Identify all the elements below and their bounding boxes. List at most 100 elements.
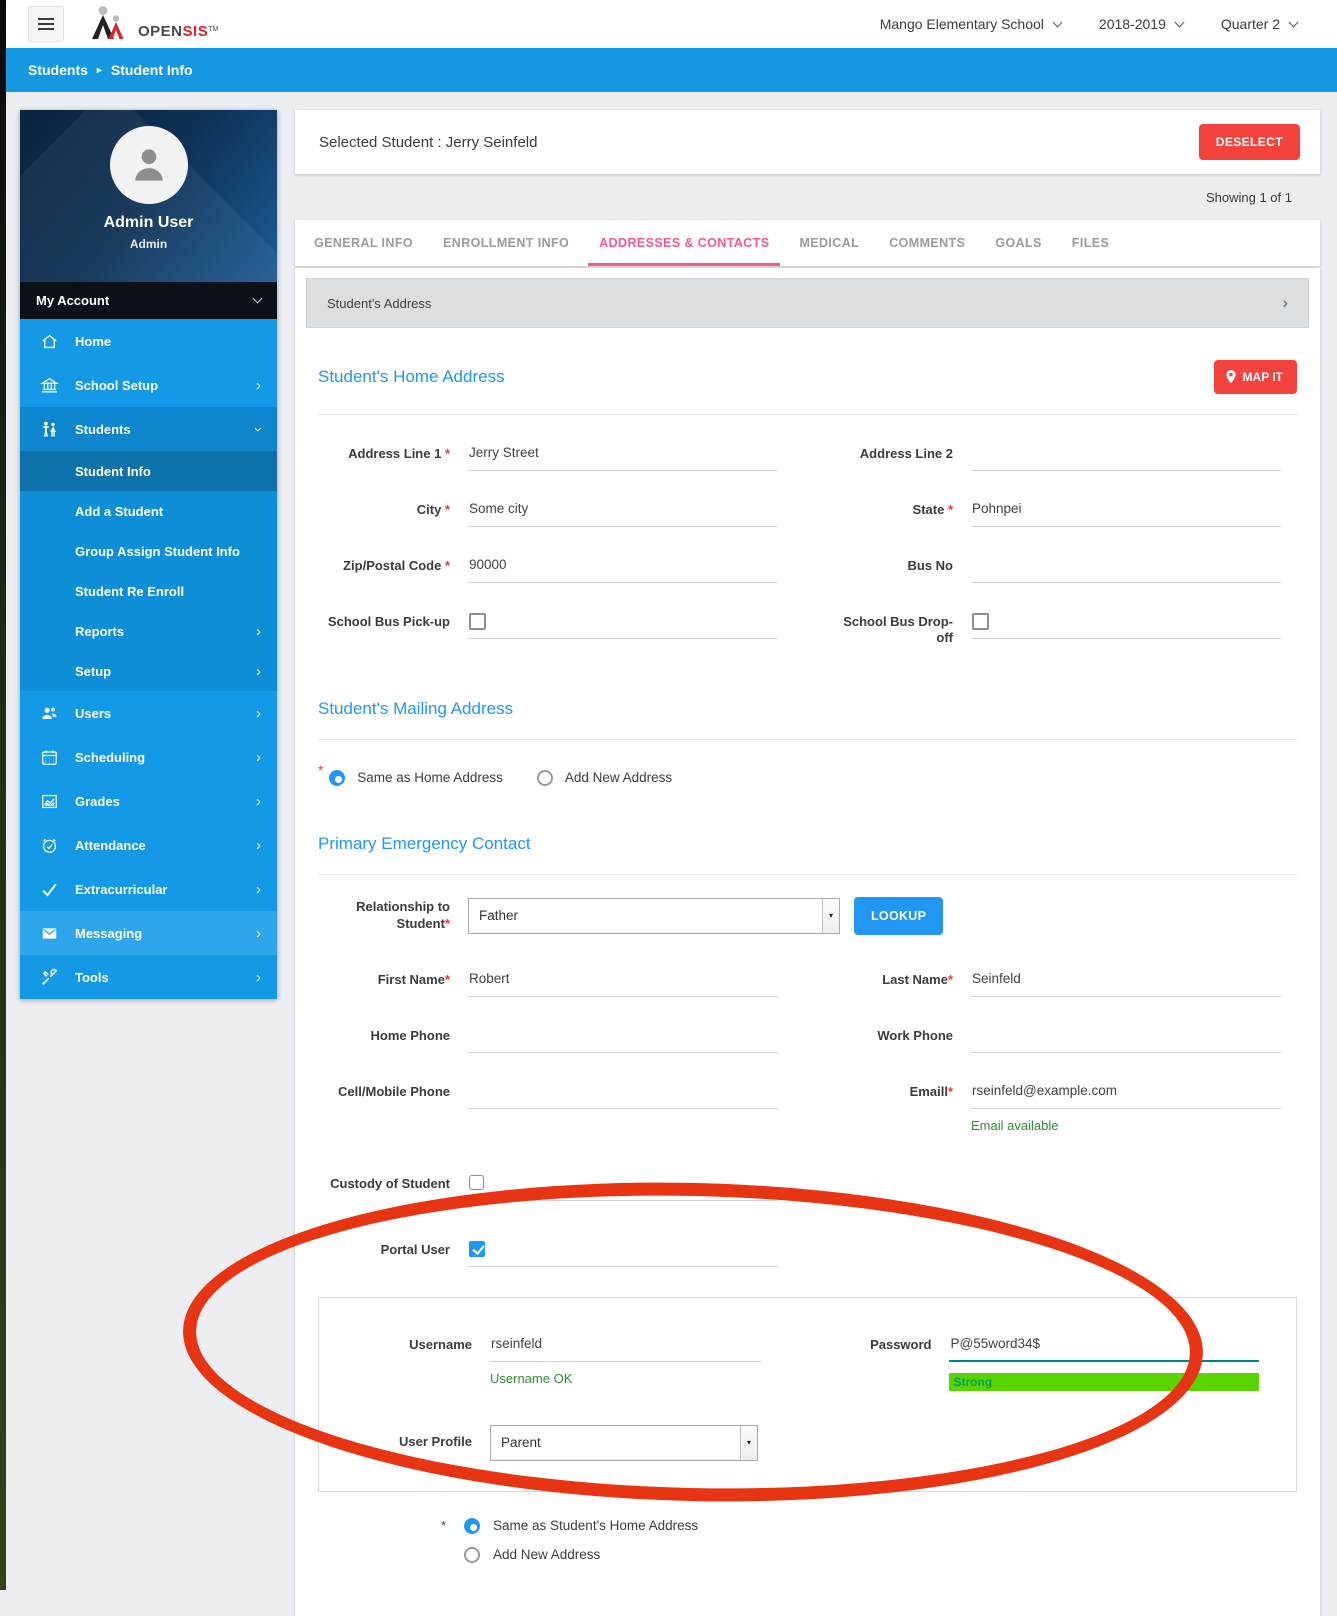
username-input[interactable]: rseinfeld xyxy=(490,1332,762,1362)
same-as-home-label: Same as Home Address xyxy=(357,770,503,785)
field-label-city: City * xyxy=(416,502,450,517)
map-it-button[interactable]: MAP IT xyxy=(1213,360,1297,394)
relationship-select[interactable]: Father ▾ xyxy=(468,897,840,934)
first-name-input[interactable]: Robert xyxy=(468,967,778,997)
sidebar-item-messaging[interactable]: Messaging › xyxy=(20,911,277,955)
map-pin-icon xyxy=(1225,370,1236,384)
sidebar-item-home[interactable]: Home xyxy=(20,319,277,363)
chevron-right-icon: › xyxy=(256,704,261,722)
contact-same-as-home-label: Same as Student's Home Address xyxy=(493,1518,699,1533)
sidebar-item-students[interactable]: Students › xyxy=(20,407,277,451)
home-phone-input[interactable] xyxy=(468,1023,778,1053)
home-icon xyxy=(38,332,60,351)
clock-check-icon xyxy=(38,836,60,855)
sidebar-item-add-a-student[interactable]: Add a Student xyxy=(75,503,164,519)
bus-no-input[interactable] xyxy=(971,553,1281,583)
sidebar-item-school-setup[interactable]: School Setup › xyxy=(20,363,277,407)
select-arrow-icon: ▾ xyxy=(740,1425,757,1460)
logo-trademark: TM xyxy=(208,26,219,33)
field-label-zip: Zip/Postal Code * xyxy=(343,558,450,573)
sidebar-item-student-info[interactable]: Student Info xyxy=(20,451,277,491)
contact-address-options: * Same as Student's Home Address Add New… xyxy=(441,1517,699,1563)
field-label-address2: Address Line 2 xyxy=(859,446,953,461)
sidebar-nav: Home School Setup › Students › Student I… xyxy=(20,319,277,999)
field-label-relationship: Relationship to Student* xyxy=(356,899,450,931)
deselect-button[interactable]: DESELECT xyxy=(1198,124,1300,160)
bus-pickup-checkbox[interactable] xyxy=(469,613,486,630)
password-input[interactable]: P@55word34$ xyxy=(949,1332,1260,1362)
tab-general-info[interactable]: GENERAL INFO xyxy=(314,236,414,250)
portal-user-checkbox[interactable] xyxy=(469,1240,485,1257)
school-year-selector[interactable]: 2018-2019 xyxy=(1099,16,1185,32)
zip-input[interactable]: 90000 xyxy=(468,553,778,583)
tab-comments[interactable]: COMMENTS xyxy=(889,236,966,250)
field-label-portal-user: Portal User xyxy=(380,1241,450,1257)
field-label-work-phone: Work Phone xyxy=(877,1027,953,1043)
same-as-home-radio[interactable] xyxy=(329,769,346,786)
field-label-custody: Custody of Student xyxy=(330,1175,450,1191)
add-new-address-radio[interactable] xyxy=(536,769,553,786)
sidebar-item-group-assign[interactable]: Group Assign Student Info xyxy=(75,543,240,559)
emergency-contact-heading: Primary Emergency Contact xyxy=(318,833,531,853)
bus-dropoff-checkbox[interactable] xyxy=(972,613,989,630)
chart-icon xyxy=(38,792,60,811)
tab-files[interactable]: FILES xyxy=(1071,236,1110,250)
mailing-address-options: * Same as Home Address Add New Address xyxy=(318,763,673,786)
sidebar-item-tools[interactable]: Tools › xyxy=(20,955,277,999)
sidebar-item-attendance[interactable]: Attendance › xyxy=(20,823,277,867)
envelope-icon xyxy=(38,924,60,943)
contact-add-new-address-radio[interactable] xyxy=(464,1546,480,1563)
addresses-contacts-panel: Student's Address › Student's Home Addre… xyxy=(295,268,1320,1616)
field-label-password: Password xyxy=(870,1336,932,1352)
opensis-logo: OPENSIS TM xyxy=(86,5,218,43)
hamburger-menu-button[interactable] xyxy=(28,6,64,42)
sidebar-profile: Admin User Admin xyxy=(20,110,277,282)
work-phone-input[interactable] xyxy=(971,1023,1281,1053)
state-input[interactable]: Pohnpei xyxy=(971,497,1281,527)
sidebar-item-reports[interactable]: Reports › xyxy=(75,622,261,640)
sidebar-item-extracurricular[interactable]: Extracurricular › xyxy=(20,867,277,911)
password-strength-bar: Strong xyxy=(949,1372,1260,1391)
breadcrumb-separator-icon: ▸ xyxy=(96,64,102,76)
sidebar-item-setup[interactable]: Setup › xyxy=(75,662,261,680)
field-label-username: Username xyxy=(409,1336,472,1352)
chevron-right-icon: › xyxy=(256,968,261,986)
chevron-right-icon: › xyxy=(256,836,261,854)
mailing-address-heading: Student's Mailing Address xyxy=(318,698,514,718)
marking-period-selector[interactable]: Quarter 2 xyxy=(1221,16,1299,32)
contact-same-as-home-radio[interactable] xyxy=(464,1517,480,1534)
check-icon xyxy=(38,880,60,899)
city-input[interactable]: Some city xyxy=(468,497,778,527)
school-selector[interactable]: Mango Elementary School xyxy=(880,16,1063,32)
sidebar-item-users[interactable]: Users › xyxy=(20,691,277,735)
chevron-down-icon xyxy=(1174,17,1185,27)
school-building-icon xyxy=(38,376,60,395)
chevron-down-icon xyxy=(252,293,263,304)
sidebar-item-grades[interactable]: Grades › xyxy=(20,779,277,823)
address1-input[interactable]: Jerry Street xyxy=(468,441,778,471)
sidebar-item-scheduling[interactable]: Scheduling › xyxy=(20,735,277,779)
home-address-heading: Student's Home Address xyxy=(318,367,505,386)
tab-enrollment-info[interactable]: ENROLLMENT INFO xyxy=(443,236,570,250)
students-address-accordion[interactable]: Student's Address › xyxy=(306,278,1309,328)
email-input[interactable]: rseinfeld@example.com xyxy=(971,1079,1281,1109)
avatar xyxy=(109,126,188,204)
last-name-input[interactable]: Seinfeld xyxy=(971,967,1281,997)
chevron-right-icon: › xyxy=(1282,293,1288,312)
field-label-bus-no: Bus No xyxy=(907,558,954,573)
sidebar-item-student-re-enroll[interactable]: Student Re Enroll xyxy=(75,583,185,599)
address2-input[interactable] xyxy=(971,441,1281,471)
user-profile-select[interactable]: Parent ▾ xyxy=(490,1424,758,1461)
tab-addresses-contacts[interactable]: ADDRESSES & CONTACTS xyxy=(584,220,784,266)
field-label-last-name: Last Name* xyxy=(882,971,953,987)
tab-medical[interactable]: MEDICAL xyxy=(799,236,860,250)
custody-checkbox[interactable] xyxy=(469,1175,484,1191)
breadcrumb-page: Student Info xyxy=(110,62,193,78)
breadcrumb-section[interactable]: Students xyxy=(28,62,88,78)
top-app-bar: OPENSIS TM Mango Elementary School 2018-… xyxy=(6,0,1337,48)
lookup-button[interactable]: LOOKUP xyxy=(854,896,944,935)
my-account-menu[interactable]: My Account xyxy=(20,282,277,319)
cell-phone-input[interactable] xyxy=(468,1079,778,1109)
tab-goals[interactable]: GOALS xyxy=(995,236,1042,250)
select-arrow-icon: ▾ xyxy=(822,898,839,933)
